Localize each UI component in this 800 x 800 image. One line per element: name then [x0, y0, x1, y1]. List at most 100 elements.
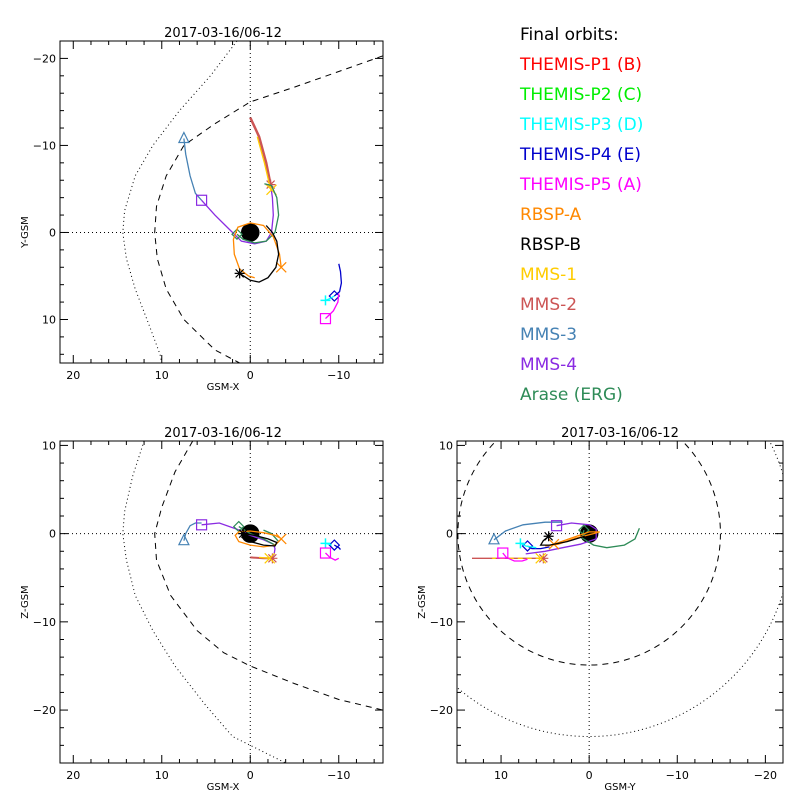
marker-plus [320, 538, 331, 549]
x-tick-label: 0 [586, 769, 593, 782]
orbit-rbsp-a [234, 530, 282, 548]
marker-x [264, 552, 276, 564]
marker-x [275, 261, 287, 273]
legend-item: THEMIS-P1 (B) [519, 55, 642, 75]
y-axis-label: Z-GSM [20, 585, 31, 618]
legend-item: THEMIS-P2 (C) [519, 85, 642, 105]
marker-x [535, 552, 547, 564]
marker-diamond [578, 524, 590, 536]
y-tick-label: 10 [42, 313, 56, 326]
plot-frame [59, 40, 384, 364]
y-tick-label: 0 [446, 528, 453, 541]
x-tick-label: 20 [66, 769, 80, 782]
legend-item: RBSP-B [520, 235, 581, 255]
marker-square [195, 519, 208, 531]
legend-item: MMS-3 [520, 325, 577, 345]
orbit-rbsp-a [232, 222, 282, 279]
marker-asterisk [234, 268, 245, 279]
x-tick-label: 10 [155, 369, 169, 382]
panel-xy: 2017-03-16/06-12 GSM-X Y-GSM 20 10 0 −10 −20… [20, 26, 384, 393]
plot-frame [456, 440, 784, 764]
y-tick-label: −20 [430, 704, 453, 717]
marker-diamond [231, 228, 243, 241]
x-axis-label: GSM-X [207, 782, 240, 793]
y-tick-label: 10 [42, 439, 56, 452]
y-tick-label: −10 [33, 139, 56, 152]
y-axis-label: Z-GSM [417, 585, 428, 618]
legend-title: Final orbits: [520, 25, 619, 45]
x-tick-label: −10 [327, 369, 350, 382]
bow-shock-boundary [122, 41, 238, 363]
plot-frame [59, 440, 384, 764]
y-tick-label: −10 [430, 616, 453, 629]
marker-plus [320, 295, 331, 306]
marker-diamond [328, 290, 341, 302]
x-tick-label: 10 [494, 769, 508, 782]
y-tick-label: 0 [49, 528, 56, 541]
marker-asterisk [267, 553, 278, 564]
legend: Final orbits: THEMIS-P1 (B) THEMIS-P2 (C… [519, 25, 643, 405]
marker-asterisk [238, 528, 249, 539]
orbit-themis-p5-a- [325, 552, 340, 561]
legend-item: THEMIS-P4 (E) [519, 145, 641, 165]
panel-xz: 2017-03-16/06-12 GSM-X Z-GSM 20 10 0 −10 10 0… [20, 426, 384, 793]
orbit-themis-p4-e- [333, 544, 341, 550]
marker-asterisk [538, 553, 549, 564]
legend-item: THEMIS-P5 (A) [519, 175, 642, 195]
y-tick-label: 0 [49, 226, 56, 239]
orbit-themis-p5-a- [325, 293, 340, 320]
orbit-mms-3 [183, 522, 202, 541]
bow-shock-boundary [122, 441, 286, 763]
panel-title: 2017-03-16/06-12 [164, 26, 282, 41]
earth-marker [240, 223, 260, 242]
marker-triangle [177, 131, 190, 144]
orbit-mms-1 [259, 556, 270, 559]
plot-area [60, 441, 383, 763]
marker-triangle [488, 532, 500, 545]
orbit-mms-1 [256, 136, 273, 191]
marker-diamond [521, 540, 534, 552]
marker-x [275, 533, 287, 545]
x-tick-label: −10 [327, 769, 350, 782]
legend-item: THEMIS-P3 (D) [519, 115, 643, 135]
marker-square [319, 313, 332, 325]
panel-yz: 2017-03-16/06-12 GSM-Y Z-GSM 10 0 −10 −20 10… [417, 426, 784, 793]
x-tick-label: −20 [754, 769, 777, 782]
x-tick-label: 0 [247, 369, 254, 382]
magnetopause-boundary [154, 441, 383, 711]
orbit-arase-erg- [581, 528, 641, 549]
x-tick-label: 0 [247, 769, 254, 782]
legend-item: Arase (ERG) [520, 385, 623, 405]
orbit-mms-3 [183, 138, 203, 201]
y-axis-label: Y-GSM [20, 216, 31, 249]
x-axis-label: GSM-X [207, 382, 240, 393]
y-tick-label: −20 [33, 704, 56, 717]
marker-diamond [328, 539, 341, 551]
orbit-rbsp-b [241, 532, 278, 547]
legend-item: MMS-2 [520, 295, 577, 315]
orbit-mms-4 [525, 522, 597, 555]
legend-item: RBSP-A [520, 205, 582, 225]
orbit-themis-p4-e- [333, 263, 343, 297]
y-tick-label: 10 [439, 439, 453, 452]
orbit-rbsp-b [539, 535, 585, 546]
orbit-themis-p3-d- [520, 542, 537, 549]
orbit-arase-erg- [236, 183, 280, 244]
orbit-themis-p4-e- [527, 545, 550, 550]
marker-plus [515, 538, 526, 549]
orbit-themis-p5-a- [502, 552, 528, 562]
orbit-rbsp-b [239, 225, 280, 283]
earth-marker [579, 524, 599, 543]
x-axis-label: GSM-Y [604, 782, 636, 793]
marker-square [550, 520, 563, 532]
marker-asterisk [265, 179, 276, 190]
panel-title: 2017-03-16/06-12 [164, 426, 282, 441]
orbit-mms-4 [201, 522, 276, 557]
x-tick-label: 20 [66, 369, 80, 382]
y-tick-label: −20 [33, 52, 56, 65]
magnetopause-boundary [154, 55, 383, 363]
x-tick-label: −10 [666, 769, 689, 782]
marker-square [319, 547, 332, 559]
plot-area [60, 41, 383, 363]
